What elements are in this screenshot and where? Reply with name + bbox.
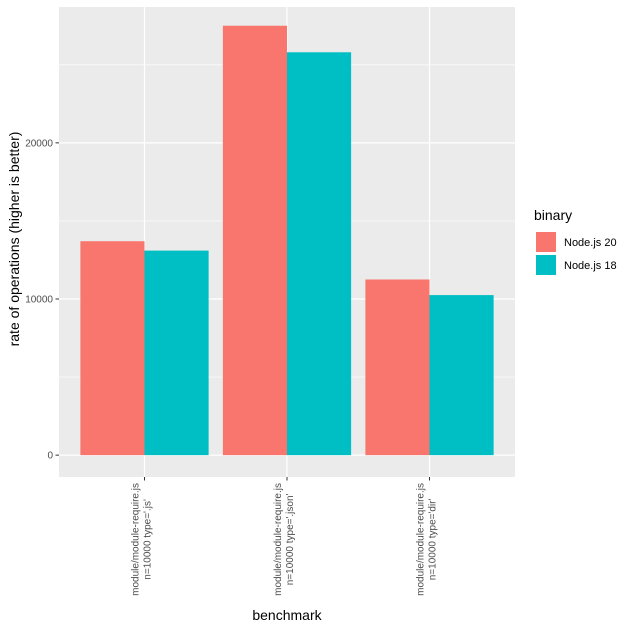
bar: [365, 279, 430, 456]
y-tick-label: 0: [47, 451, 53, 462]
legend-label-node18: Node.js 18: [564, 260, 617, 272]
y-axis: 0 10000 20000: [25, 138, 59, 462]
y-tick-label: 10000: [25, 294, 53, 305]
x-tick-label-line: n=10000 type='.json': [285, 493, 296, 585]
bar: [144, 250, 209, 456]
x-tick-label: module/module-require.jsn=10000 type='di…: [416, 483, 439, 596]
x-axis-title: benchmark: [252, 607, 322, 623]
legend-label-node20: Node.js 20: [564, 237, 617, 249]
x-tick-label: module/module-require.jsn=10000 type='.j…: [273, 483, 296, 596]
bar: [287, 52, 352, 456]
bar: [429, 295, 494, 456]
y-tick-label: 20000: [25, 138, 53, 149]
x-tick-label-line: n=10000 type='.js': [143, 499, 154, 580]
bar: [80, 241, 145, 456]
legend-title: binary: [534, 207, 572, 223]
x-tick-label-line: module/module-require.js: [273, 483, 284, 596]
x-tick-label-line: module/module-require.js: [416, 483, 427, 596]
legend-key-node18: [536, 255, 556, 275]
x-tick-label-line: n=10000 type='dir': [428, 499, 439, 581]
bar: [222, 25, 287, 456]
x-axis: module/module-require.jsn=10000 type='.j…: [131, 477, 439, 596]
bars: [80, 25, 494, 456]
x-tick-label-line: module/module-require.js: [131, 483, 142, 596]
x-tick-label: module/module-require.jsn=10000 type='.j…: [131, 483, 154, 596]
legend-key-node20: [536, 232, 556, 252]
legend: binary Node.js 20 Node.js 18: [534, 207, 617, 275]
y-axis-title: rate of operations (higher is better): [6, 132, 22, 347]
